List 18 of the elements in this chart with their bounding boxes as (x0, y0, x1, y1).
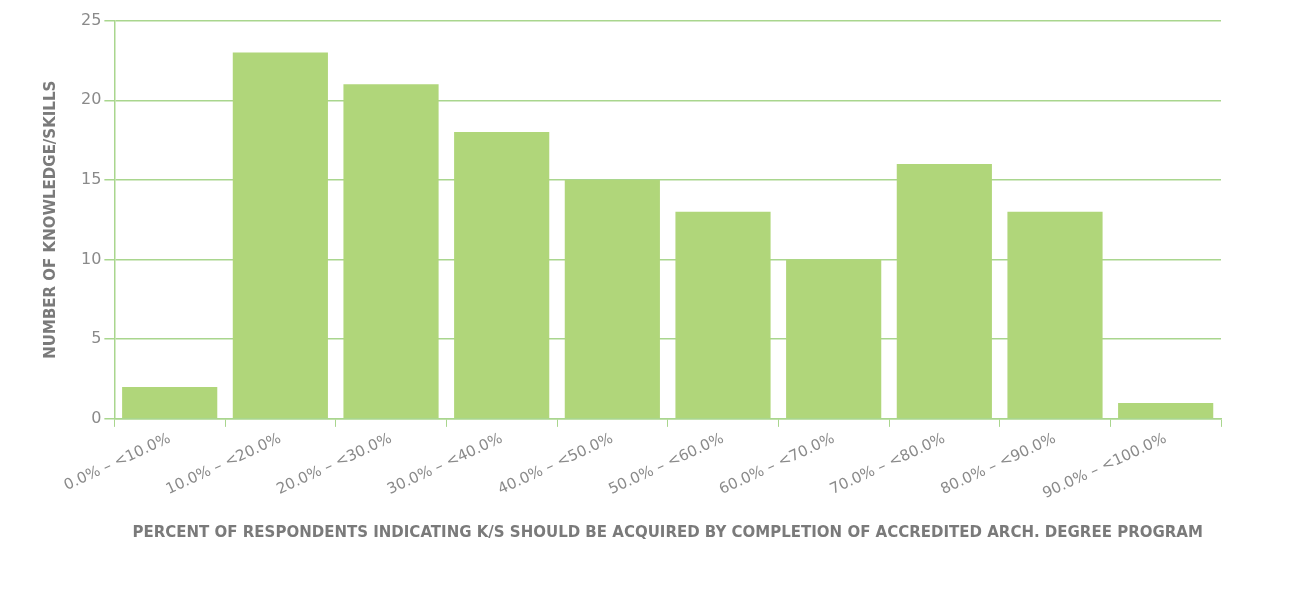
y-tick-label: 10 (81, 248, 102, 268)
y-axis-title: NUMBER OF KNOWLEDGE/SKILLS (40, 80, 59, 359)
bar (454, 132, 550, 419)
bar (786, 259, 882, 419)
x-axis-title: PERCENT OF RESPONDENTS INDICATING K/S SHOULD BE ACQUIRED BY COMPLETION OF ACCREDITED ARCH. DEGREE PROGRAM (132, 522, 1203, 541)
bar (122, 387, 218, 419)
bar (564, 179, 660, 419)
y-tick-label: 5 (91, 328, 102, 348)
y-tick-label: 25 (81, 9, 102, 29)
bar (343, 84, 439, 419)
y-tick-label: 20 (81, 89, 102, 109)
bar (675, 211, 771, 419)
y-tick-label: 15 (81, 169, 102, 189)
bar (232, 52, 328, 419)
bar (896, 163, 992, 419)
bar (1007, 211, 1103, 419)
y-tick-label: 0 (91, 408, 102, 428)
bar (1118, 402, 1214, 419)
